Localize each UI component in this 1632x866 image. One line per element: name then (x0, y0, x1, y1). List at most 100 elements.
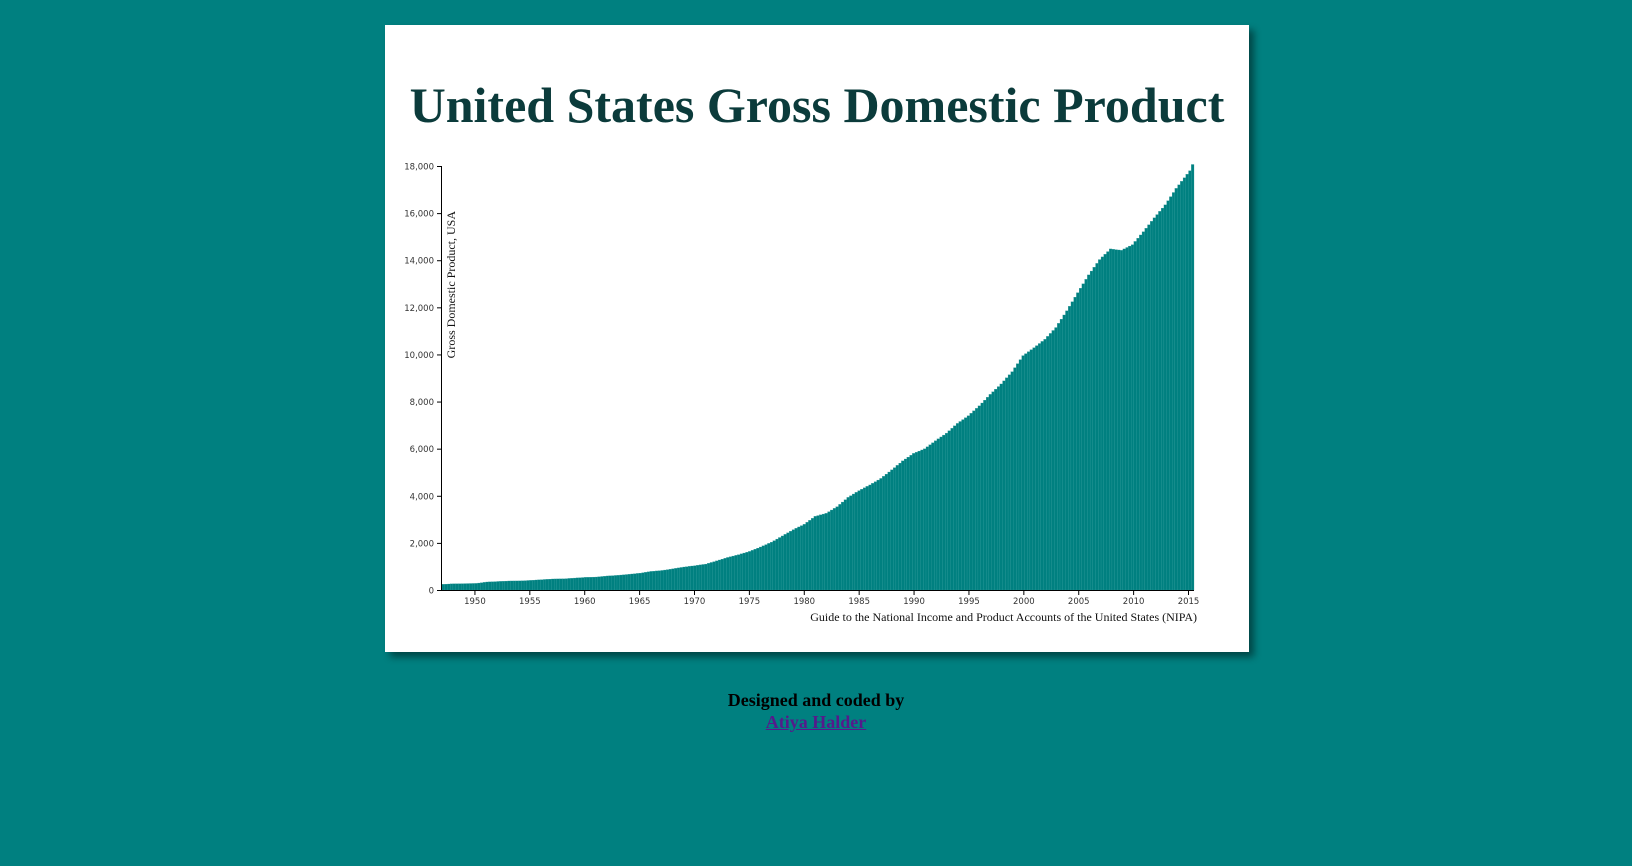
gdp-bar[interactable] (813, 516, 817, 591)
gdp-bar[interactable] (646, 571, 650, 591)
gdp-bar[interactable] (718, 559, 722, 591)
gdp-bar[interactable] (696, 565, 700, 591)
gdp-bar[interactable] (966, 415, 970, 591)
gdp-bar[interactable] (1076, 292, 1080, 591)
gdp-bar[interactable] (491, 581, 495, 591)
gdp-bar[interactable] (939, 436, 943, 591)
gdp-bar[interactable] (928, 444, 932, 591)
gdp-bar[interactable] (641, 572, 645, 591)
gdp-bar[interactable] (748, 551, 752, 591)
gdp-bar[interactable] (447, 583, 451, 591)
gdp-bar[interactable] (493, 581, 497, 591)
gdp-bar[interactable] (950, 428, 954, 591)
gdp-bar[interactable] (868, 484, 872, 591)
gdp-bar[interactable] (660, 570, 664, 591)
gdp-bar[interactable] (890, 469, 894, 591)
gdp-bar[interactable] (1092, 267, 1096, 591)
gdp-bar[interactable] (1136, 238, 1140, 591)
gdp-bar[interactable] (570, 578, 574, 591)
gdp-bar[interactable] (1133, 241, 1137, 591)
gdp-bar[interactable] (849, 495, 853, 591)
gdp-bar[interactable] (1100, 256, 1104, 591)
gdp-bar[interactable] (474, 583, 478, 591)
gdp-bar[interactable] (619, 574, 623, 591)
gdp-bar[interactable] (772, 540, 776, 591)
gdp-bar[interactable] (1089, 270, 1093, 591)
gdp-bar[interactable] (975, 408, 979, 591)
gdp-bar[interactable] (704, 563, 708, 591)
gdp-bar[interactable] (523, 580, 527, 591)
gdp-bar[interactable] (1117, 249, 1121, 591)
gdp-bar[interactable] (958, 421, 962, 591)
gdp-bar[interactable] (1057, 323, 1061, 591)
gdp-bar[interactable] (791, 529, 795, 591)
gdp-bar[interactable] (734, 555, 738, 591)
gdp-bar[interactable] (644, 572, 648, 591)
gdp-bar[interactable] (671, 568, 675, 591)
gdp-bar[interactable] (843, 499, 847, 591)
gdp-bar[interactable] (636, 573, 640, 591)
gdp-bar[interactable] (821, 513, 825, 591)
gdp-bar[interactable] (1155, 214, 1159, 591)
gdp-bar[interactable] (1152, 217, 1156, 591)
gdp-bar[interactable] (931, 442, 935, 591)
gdp-bar[interactable] (778, 537, 782, 591)
gdp-bar[interactable] (1166, 200, 1170, 591)
gdp-bar[interactable] (816, 515, 820, 591)
gdp-bar[interactable] (789, 531, 793, 591)
gdp-bar[interactable] (1128, 245, 1132, 591)
gdp-bar[interactable] (1130, 244, 1134, 591)
gdp-bar[interactable] (638, 573, 642, 591)
gdp-bar[interactable] (679, 567, 683, 591)
gdp-bar[interactable] (709, 562, 713, 591)
gdp-bar[interactable] (832, 508, 836, 591)
gdp-bar[interactable] (666, 569, 670, 591)
gdp-bar[interactable] (1043, 339, 1047, 591)
gdp-bar[interactable] (1087, 274, 1091, 591)
gdp-bar[interactable] (526, 580, 530, 591)
gdp-bar[interactable] (1035, 345, 1039, 591)
gdp-bar[interactable] (1059, 319, 1063, 591)
gdp-bar[interactable] (1084, 279, 1088, 591)
gdp-bar[interactable] (543, 579, 547, 591)
gdp-bar[interactable] (463, 583, 467, 591)
gdp-bar[interactable] (914, 452, 918, 591)
gdp-bar[interactable] (682, 566, 686, 591)
gdp-bar[interactable] (841, 501, 845, 591)
gdp-bar[interactable] (811, 518, 815, 591)
gdp-bar[interactable] (551, 578, 555, 591)
gdp-bar[interactable] (1144, 228, 1148, 591)
gdp-bar[interactable] (592, 576, 596, 591)
gdp-bar[interactable] (972, 410, 976, 591)
gdp-bar[interactable] (904, 458, 907, 591)
gdp-bar[interactable] (953, 425, 957, 591)
gdp-bar[interactable] (1024, 353, 1028, 591)
gdp-bar[interactable] (871, 483, 875, 591)
gdp-bar[interactable] (988, 394, 992, 591)
gdp-bar[interactable] (633, 573, 637, 591)
gdp-bar[interactable] (838, 504, 842, 591)
gdp-bar[interactable] (504, 580, 508, 591)
gdp-bar[interactable] (1106, 251, 1110, 591)
gdp-bar[interactable] (1114, 249, 1118, 591)
gdp-bar[interactable] (614, 575, 618, 591)
gdp-bar[interactable] (663, 569, 667, 591)
gdp-bar[interactable] (1109, 248, 1113, 591)
gdp-bar[interactable] (521, 580, 525, 591)
gdp-bar[interactable] (887, 471, 891, 591)
gdp-bar[interactable] (1062, 314, 1066, 591)
gdp-bar[interactable] (1098, 259, 1102, 591)
gdp-bar[interactable] (698, 564, 702, 591)
gdp-bar[interactable] (819, 514, 823, 591)
gdp-bar[interactable] (936, 438, 940, 591)
gdp-bar[interactable] (912, 453, 916, 591)
gdp-bar[interactable] (1073, 297, 1077, 591)
gdp-bar[interactable] (827, 511, 831, 591)
gdp-bar[interactable] (1048, 333, 1052, 591)
gdp-bar[interactable] (540, 579, 544, 591)
gdp-bar[interactable] (1182, 177, 1186, 591)
gdp-bar[interactable] (996, 386, 1000, 591)
gdp-bar[interactable] (942, 434, 946, 591)
gdp-bar[interactable] (854, 492, 858, 591)
gdp-bar[interactable] (625, 574, 629, 591)
